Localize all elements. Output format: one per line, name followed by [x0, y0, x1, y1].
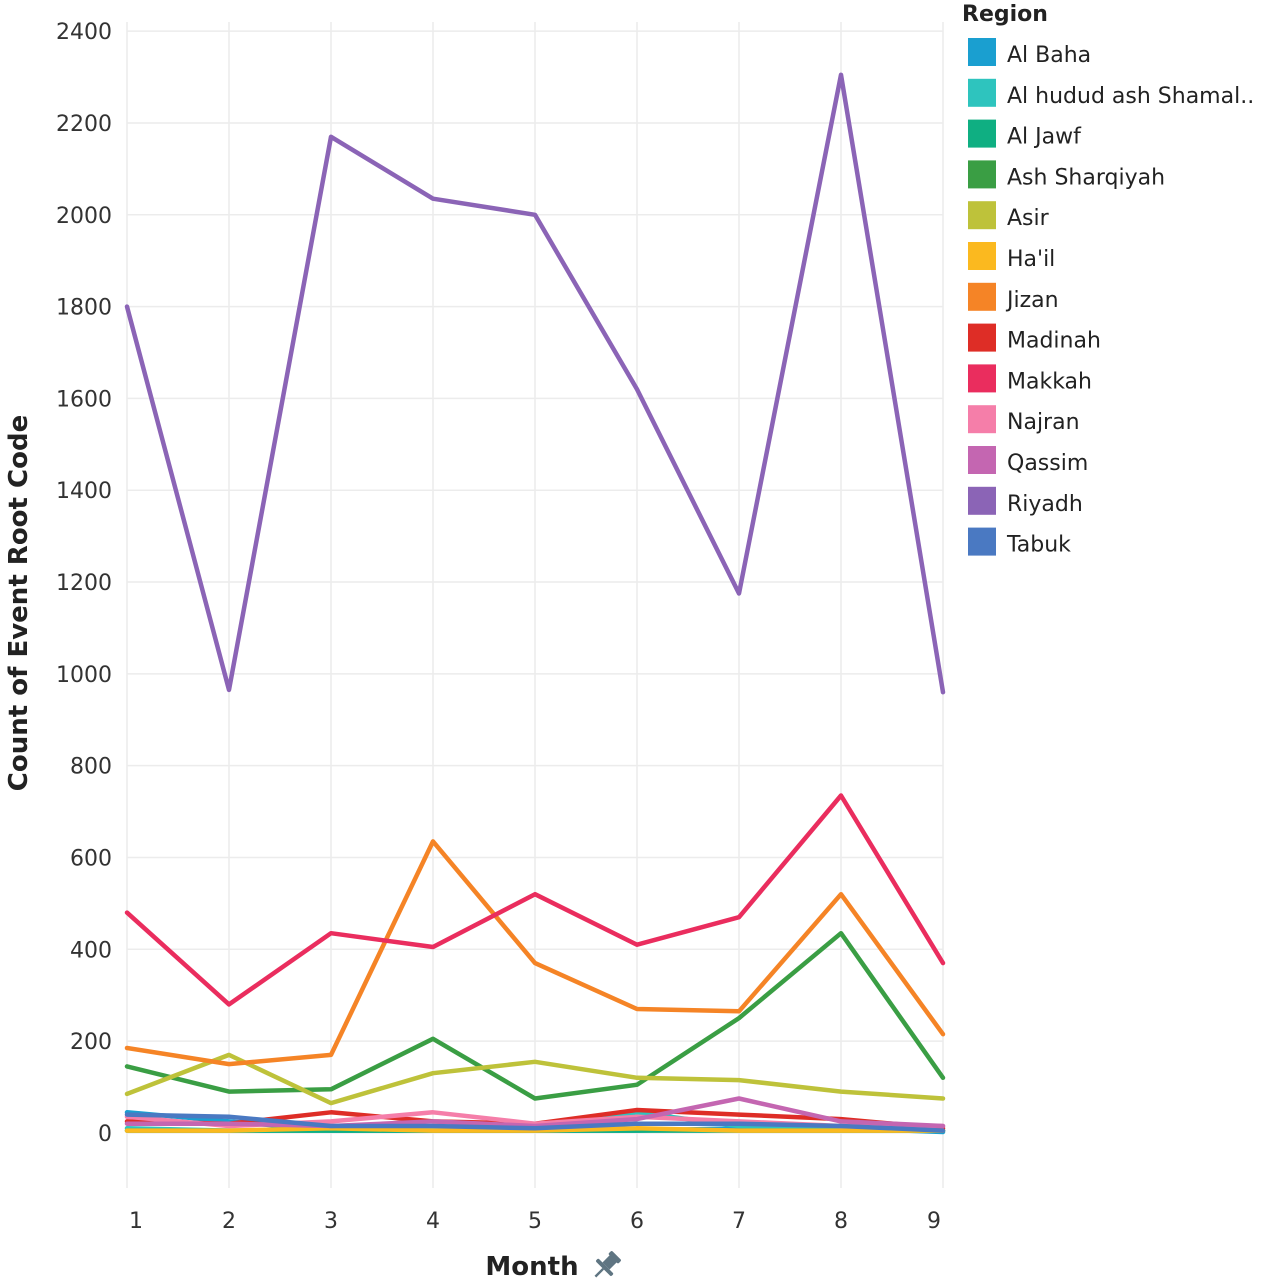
legend-label: Ha'il — [1007, 247, 1055, 272]
series-lines — [124, 72, 946, 1135]
y-tick-label: 2200 — [56, 112, 112, 137]
legend-item-al-hudud-ash-shamal[interactable]: Al hudud ash Shamal.. — [968, 78, 1254, 109]
series-line-asir[interactable] — [124, 1052, 946, 1106]
legend-label: Makkah — [1007, 369, 1092, 394]
legend-swatch — [968, 242, 996, 270]
legend-swatch — [968, 38, 996, 66]
x-axis-ticks: 1 2 3 4 5 6 7 8 9 — [129, 1209, 941, 1234]
x-tick-label: 5 — [528, 1209, 542, 1234]
legend-swatch — [968, 119, 996, 148]
legend-item-najran[interactable]: Najran — [968, 405, 1080, 435]
legend: Al Baha Al hudud ash Shamal.. Al Jawf Ash S… — [968, 38, 1254, 558]
legend-item-makkah[interactable]: Makkah — [968, 364, 1092, 394]
legend-label: Madinah — [1007, 329, 1101, 354]
y-tick-label: 2000 — [56, 204, 112, 229]
legend-item-qassim[interactable]: Qassim — [968, 446, 1088, 476]
y-tick-label: 1800 — [56, 296, 112, 321]
legend-item-tabuk[interactable]: Tabuk — [968, 527, 1071, 558]
x-tick-label: 4 — [426, 1209, 440, 1234]
y-tick-label: 1000 — [56, 663, 112, 688]
series-line-riyadh[interactable] — [124, 72, 946, 695]
pin-icon[interactable] — [588, 1248, 625, 1284]
y-tick-label: 400 — [70, 938, 112, 963]
legend-swatch — [968, 527, 996, 556]
series-line-jizan[interactable] — [124, 839, 946, 1067]
legend-item-ash-sharqiyah[interactable]: Ash Sharqiyah — [968, 160, 1165, 190]
series-line-makkah[interactable] — [124, 793, 946, 1007]
y-tick-label: 1600 — [56, 387, 112, 412]
legend-swatch — [968, 486, 996, 515]
series-line-ash-sharqiyah[interactable] — [124, 930, 946, 1101]
legend-label: Al Jawf — [1007, 125, 1082, 150]
y-tick-label: 200 — [70, 1030, 112, 1055]
series-line-ha-il[interactable] — [124, 1126, 946, 1133]
legend-item-asir[interactable]: Asir — [968, 201, 1050, 231]
legend-item-al-jawf[interactable]: Al Jawf — [968, 119, 1082, 150]
x-tick-label: 2 — [222, 1209, 236, 1234]
legend-label: Asir — [1007, 206, 1050, 231]
x-axis-title[interactable]: Month — [485, 1252, 578, 1282]
grid — [126, 22, 944, 1188]
y-tick-label: 1200 — [56, 571, 112, 596]
legend-swatch — [968, 323, 996, 352]
legend-label: Ash Sharqiyah — [1007, 165, 1165, 190]
legend-item-madinah[interactable]: Madinah — [968, 323, 1101, 354]
legend-label: Al hudud ash Shamal.. — [1007, 84, 1254, 109]
legend-swatch — [968, 160, 996, 189]
x-tick-label: 1 — [129, 1209, 143, 1234]
y-axis-ticks: 0 200 400 600 800 1000 1200 1400 1600 1800 2000 220… — [56, 20, 112, 1147]
legend-label: Riyadh — [1007, 492, 1083, 517]
legend-item-al-baha[interactable]: Al Baha — [968, 38, 1091, 68]
legend-swatch — [968, 78, 996, 107]
legend-item-ha-il[interactable]: Ha'il — [968, 242, 1055, 272]
y-axis-title: Count of Event Root Code — [4, 415, 34, 791]
legend-label: Najran — [1007, 410, 1080, 435]
legend-label: Al Baha — [1007, 43, 1091, 68]
legend-swatch — [968, 282, 996, 311]
x-tick-label: 7 — [732, 1209, 746, 1234]
legend-item-jizan[interactable]: Jizan — [968, 282, 1059, 313]
legend-label: Tabuk — [1006, 533, 1071, 558]
legend-item-riyadh[interactable]: Riyadh — [968, 486, 1083, 517]
legend-title: Region — [962, 2, 1048, 27]
x-tick-label: 3 — [324, 1209, 338, 1234]
y-tick-label: 1400 — [56, 479, 112, 504]
legend-swatch — [968, 446, 996, 474]
y-tick-label: 600 — [70, 846, 112, 871]
legend-label: Qassim — [1007, 451, 1088, 476]
x-tick-label: 6 — [630, 1209, 644, 1234]
legend-swatch — [968, 405, 996, 434]
series-line-tabuk[interactable] — [124, 1112, 946, 1133]
y-tick-label: 800 — [70, 755, 112, 780]
legend-swatch — [968, 201, 996, 230]
x-tick-label: 9 — [927, 1209, 941, 1234]
x-tick-label: 8 — [834, 1209, 848, 1234]
legend-label: Jizan — [1005, 288, 1059, 313]
series-line-qassim[interactable] — [124, 1096, 946, 1129]
y-tick-label: 0 — [98, 1122, 112, 1147]
legend-swatch — [968, 364, 996, 393]
y-tick-label: 2400 — [56, 20, 112, 45]
